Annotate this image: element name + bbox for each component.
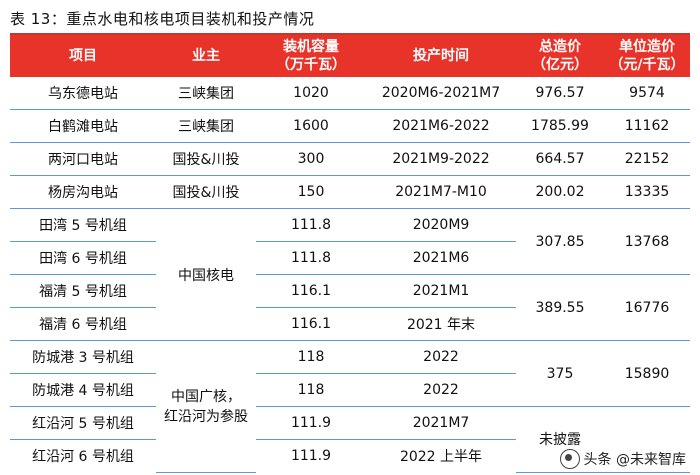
table-header: 项目 业主 装机容量 （万千瓦） 投产时间 总造价 （亿元） 单位造价 （元/千瓦） [10,35,690,77]
cell-project: 白鹤滩电站 [10,109,156,143]
cell-capacity: 111.8 [256,208,366,242]
cell-time: 2020M9 [366,208,516,242]
header-capacity-line1: 装机容量 [283,39,339,55]
table-row: 杨房沟电站 国投&川投 150 2021M7-M10 200.02 13335 [10,175,690,209]
cell-capacity: 111.9 [256,406,366,440]
owner-cgn-line2: 红沿河为参股 [164,409,248,426]
cell-owner: 国投&川投 [156,175,256,209]
header-cost-line1: 总造价 [539,39,581,55]
cell-capacity: 150 [256,175,366,209]
header-project: 项目 [10,35,156,77]
table-row: 田湾 6 号机组 111.8 2021M6 [10,241,690,275]
table-row: 红沿河 6 号机组 111.9 2022 上半年 [10,440,690,473]
cell-cost: 1785.99 [516,109,604,143]
cell-capacity: 118 [256,340,366,374]
cell-time: 2022 [366,373,516,407]
table-caption: 表 13：重点水电和核电项目装机和投产情况 [10,10,315,28]
cell-unit: 9574 [604,77,690,110]
cell-time: 2021M9-2022 [366,142,516,176]
owner-cgn-line1: 中国广核， [171,389,241,406]
watermark-logo-icon [559,449,580,469]
cell-cost-merged: 375 [516,340,604,407]
table-row: 白鹤滩电站 三峡集团 1600 2021M6-2022 1785.99 1116… [10,109,690,143]
cell-time: 2022 [366,340,516,374]
cell-time: 2021 年末 [366,307,516,341]
cell-project: 红沿河 5 号机组 [10,406,156,440]
header-unit-line2: （元/千瓦） [609,57,685,73]
table-row: 田湾 5 号机组 中国核电 111.8 2020M9 307.85 13768 [10,208,690,341]
cell-project: 红沿河 6 号机组 [32,449,134,465]
cell-capacity: 300 [256,142,366,176]
table-row: 福清 5 号机组 116.1 2021M1 389.55 16776 [10,274,690,341]
cell-owner-merged: 中国广核， 红沿河为参股 [156,340,256,473]
cell-unit-merged: 13768 [604,208,690,275]
cell-time: 2021M6 [366,241,516,275]
cell-time: 2021M7 [366,406,516,440]
cell-cost-merged: 307.85 [516,208,604,275]
table-body: 乌东德电站 三峡集团 1020 2020M6-2021M7 976.57 957… [10,77,690,473]
header-capacity-line2: （万千瓦） [276,57,346,73]
table-row: 福清 6 号机组 116.1 2021 年末 [10,307,690,341]
cell-time: 2021M6-2022 [366,109,516,143]
watermark: 头条 @未来智库 [555,449,690,469]
watermark-text: 头条 @未来智库 [583,452,686,468]
cell-capacity: 1600 [256,109,366,143]
cell-owner: 三峡集团 [156,109,256,143]
cell-project: 防城港 3 号机组 [10,340,156,374]
cell-cost-merged: 389.55 [516,274,604,341]
cell-cost: 200.02 [516,175,604,209]
cell-unit-merged: 16776 [604,274,690,341]
cell-capacity: 1020 [256,77,366,110]
cell-project: 福清 6 号机组 [10,307,156,341]
cell-time: 2021M1 [366,274,516,308]
cell-time: 2022 上半年 [399,449,483,465]
cell-cost: 664.57 [516,142,604,176]
cell-time: 2020M6-2021M7 [366,77,516,110]
cell-unit-merged: 15890 [604,340,690,407]
cell-owner-merged: 中国核电 [156,208,256,341]
cell-project: 杨房沟电站 [10,175,156,209]
cell-time: 2021M7-M10 [366,175,516,209]
cell-project: 防城港 4 号机组 [10,373,156,407]
header-unit-cost: 单位造价 （元/千瓦） [604,35,690,77]
table-row: 红沿河 5 号机组 111.9 2021M7 未披露 [10,406,690,473]
header-capacity: 装机容量 （万千瓦） [256,35,366,77]
header-unit-line1: 单位造价 [619,39,675,55]
cell-project: 乌东德电站 [10,77,156,110]
cell-cost: 976.57 [516,77,604,110]
header-commission: 投产时间 [366,35,516,77]
table-row: 防城港 3 号机组 中国广核， 红沿河为参股 118 2022 375 15890 [10,340,690,473]
cell-project: 田湾 6 号机组 [10,241,156,275]
cell-capacity: 118 [256,373,366,407]
cell-unit: 13335 [604,175,690,209]
header-cost-line2: （亿元） [532,57,588,73]
table-row: 两河口电站 国投&川投 300 2021M9-2022 664.57 22152 [10,142,690,176]
header-owner: 业主 [156,35,256,77]
cell-capacity: 116.1 [256,274,366,308]
table-row: 防城港 4 号机组 118 2022 [10,373,690,407]
cell-owner: 国投&川投 [156,142,256,176]
cell-owner: 三峡集团 [156,77,256,110]
cell-project: 田湾 5 号机组 [10,208,156,242]
cell-project: 两河口电站 [10,142,156,176]
header-cost: 总造价 （亿元） [516,35,604,77]
projects-table: 项目 业主 装机容量 （万千瓦） 投产时间 总造价 （亿元） 单位造价 （元/千瓦） … [10,35,690,473]
cell-unit: 11162 [604,109,690,143]
table-row: 乌东德电站 三峡集团 1020 2020M6-2021M7 976.57 957… [10,77,690,110]
cell-capacity: 111.9 [290,448,332,464]
cell-project: 福清 5 号机组 [10,274,156,308]
caption-divider [10,33,690,35]
cell-capacity: 111.8 [256,241,366,275]
cell-capacity: 116.1 [256,307,366,341]
cell-unit: 22152 [604,142,690,176]
